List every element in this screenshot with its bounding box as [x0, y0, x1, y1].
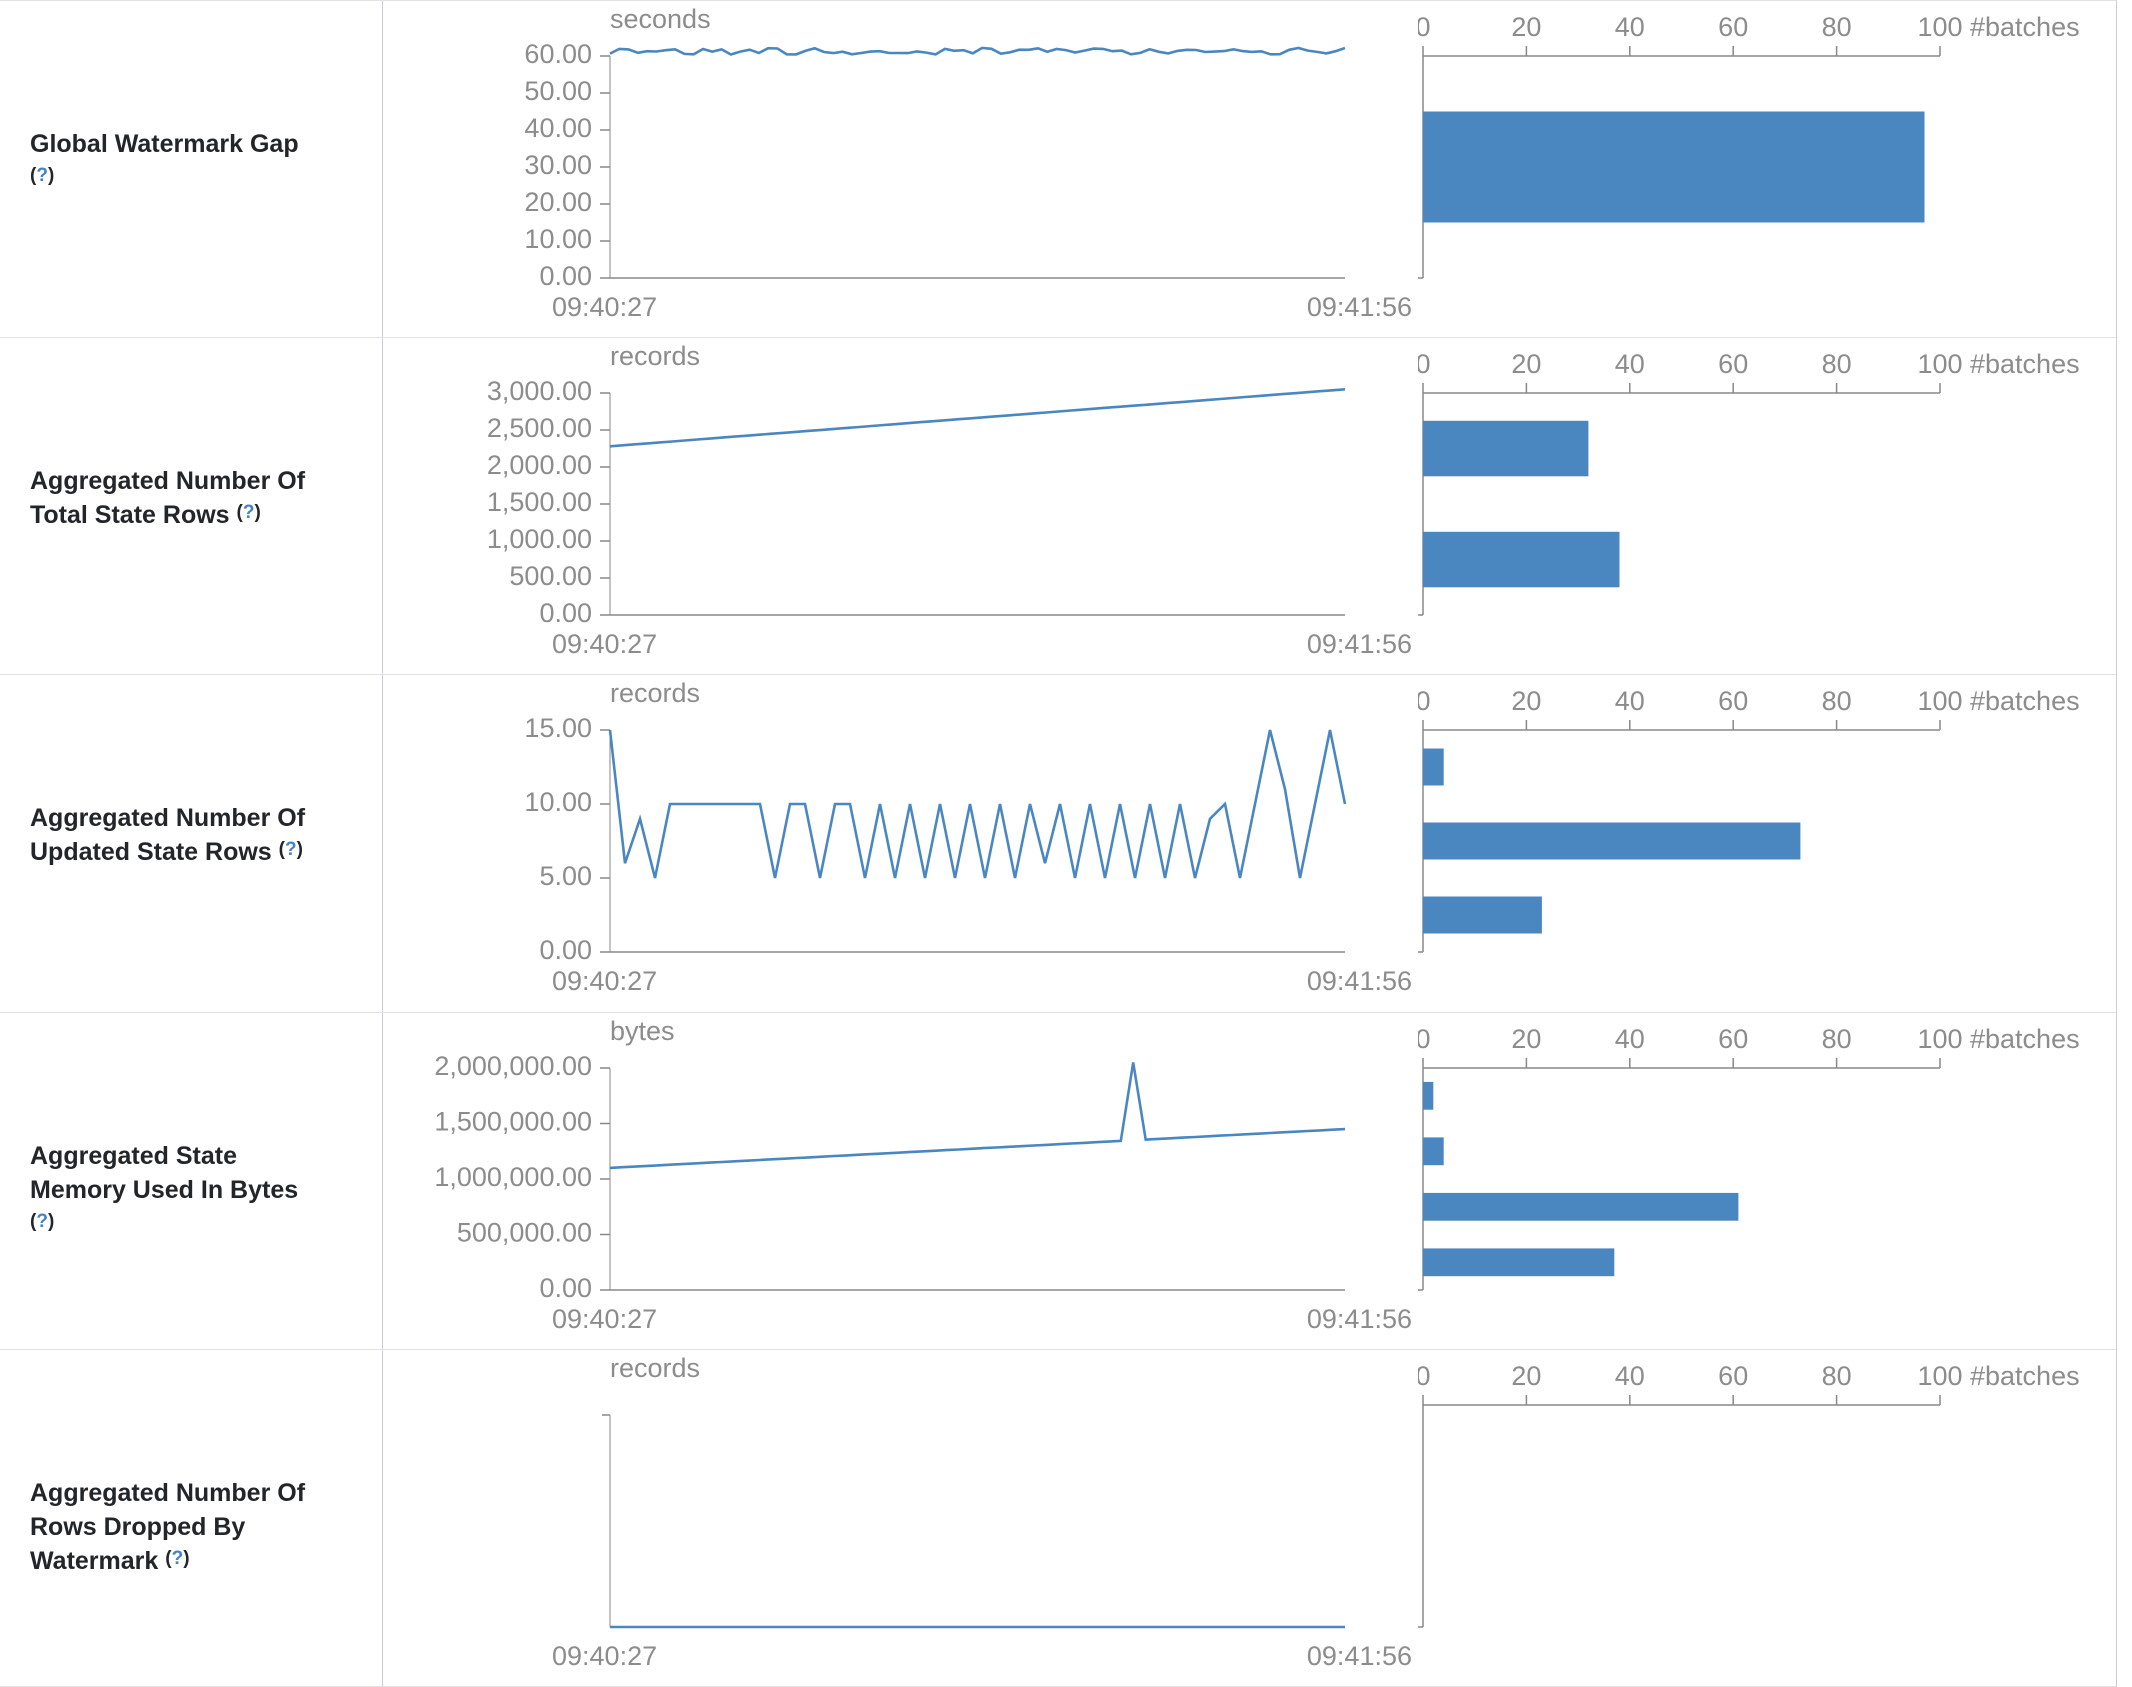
svg-text:2,000,000.00: 2,000,000.00: [434, 1051, 592, 1081]
svg-text:#batches: #batches: [1970, 686, 2080, 716]
svg-text:0.00: 0.00: [539, 1273, 592, 1303]
svg-text:09:41:56: 09:41:56: [1307, 1304, 1412, 1334]
svg-text:500.00: 500.00: [509, 561, 592, 591]
svg-text:0: 0: [1418, 1361, 1431, 1391]
svg-text:500,000.00: 500,000.00: [457, 1217, 592, 1247]
svg-text:09:41:56: 09:41:56: [1307, 629, 1412, 659]
svg-text:20: 20: [1511, 1361, 1541, 1391]
svg-text:2,500.00: 2,500.00: [487, 413, 592, 443]
svg-text:60: 60: [1718, 349, 1748, 379]
svg-text:100: 100: [1917, 686, 1962, 716]
svg-text:09:40:27: 09:40:27: [552, 1641, 657, 1671]
svg-text:0.00: 0.00: [539, 935, 592, 965]
svg-text:09:40:27: 09:40:27: [552, 629, 657, 659]
svg-text:09:40:27: 09:40:27: [552, 966, 657, 996]
svg-text:1,000,000.00: 1,000,000.00: [434, 1162, 592, 1192]
svg-text:1,500.00: 1,500.00: [487, 487, 592, 517]
svg-text:09:40:27: 09:40:27: [552, 1304, 657, 1334]
svg-text:bytes: bytes: [610, 1016, 675, 1046]
svg-text:60: 60: [1718, 686, 1748, 716]
svg-text:10.00: 10.00: [524, 224, 592, 254]
svg-text:100: 100: [1917, 1024, 1962, 1054]
svg-text:80: 80: [1822, 349, 1852, 379]
svg-text:20: 20: [1511, 1024, 1541, 1054]
svg-text:10.00: 10.00: [524, 787, 592, 817]
svg-text:40.00: 40.00: [524, 113, 592, 143]
svg-text:15.00: 15.00: [524, 713, 592, 743]
svg-text:records: records: [610, 678, 700, 708]
svg-text:20: 20: [1511, 686, 1541, 716]
svg-text:60: 60: [1718, 12, 1748, 42]
svg-text:2,000.00: 2,000.00: [487, 450, 592, 480]
svg-text:5.00: 5.00: [539, 861, 592, 891]
svg-text:100: 100: [1917, 1361, 1962, 1391]
svg-text:09:41:56: 09:41:56: [1307, 1641, 1412, 1671]
svg-text:09:41:56: 09:41:56: [1307, 966, 1412, 996]
svg-text:50.00: 50.00: [524, 76, 592, 106]
svg-text:20: 20: [1511, 12, 1541, 42]
svg-text:0: 0: [1418, 1024, 1431, 1054]
svg-text:40: 40: [1615, 686, 1645, 716]
svg-text:09:41:56: 09:41:56: [1307, 292, 1412, 322]
svg-text:seconds: seconds: [610, 4, 711, 34]
svg-text:80: 80: [1822, 12, 1852, 42]
svg-text:0: 0: [1418, 12, 1431, 42]
svg-text:40: 40: [1615, 349, 1645, 379]
svg-text:1,000.00: 1,000.00: [487, 524, 592, 554]
svg-text:0: 0: [1418, 686, 1431, 716]
svg-text:60: 60: [1718, 1361, 1748, 1391]
svg-text:1,500,000.00: 1,500,000.00: [434, 1106, 592, 1136]
svg-text:100: 100: [1917, 349, 1962, 379]
svg-text:80: 80: [1822, 686, 1852, 716]
svg-text:20.00: 20.00: [524, 187, 592, 217]
svg-text:40: 40: [1615, 12, 1645, 42]
svg-text:80: 80: [1822, 1361, 1852, 1391]
svg-text:#batches: #batches: [1970, 1024, 2080, 1054]
svg-text:60.00: 60.00: [524, 39, 592, 69]
svg-text:records: records: [610, 341, 700, 371]
svg-text:#batches: #batches: [1970, 349, 2080, 379]
svg-text:0.00: 0.00: [539, 261, 592, 291]
svg-text:30.00: 30.00: [524, 150, 592, 180]
svg-text:0.00: 0.00: [539, 598, 592, 628]
svg-text:40: 40: [1615, 1024, 1645, 1054]
svg-text:records: records: [610, 1353, 700, 1383]
svg-text:40: 40: [1615, 1361, 1645, 1391]
svg-text:20: 20: [1511, 349, 1541, 379]
svg-text:09:40:27: 09:40:27: [552, 292, 657, 322]
svg-text:3,000.00: 3,000.00: [487, 376, 592, 406]
svg-text:100: 100: [1917, 12, 1962, 42]
svg-text:80: 80: [1822, 1024, 1852, 1054]
svg-text:0: 0: [1418, 349, 1431, 379]
svg-text:#batches: #batches: [1970, 1361, 2080, 1391]
svg-text:#batches: #batches: [1970, 12, 2080, 42]
svg-text:60: 60: [1718, 1024, 1748, 1054]
